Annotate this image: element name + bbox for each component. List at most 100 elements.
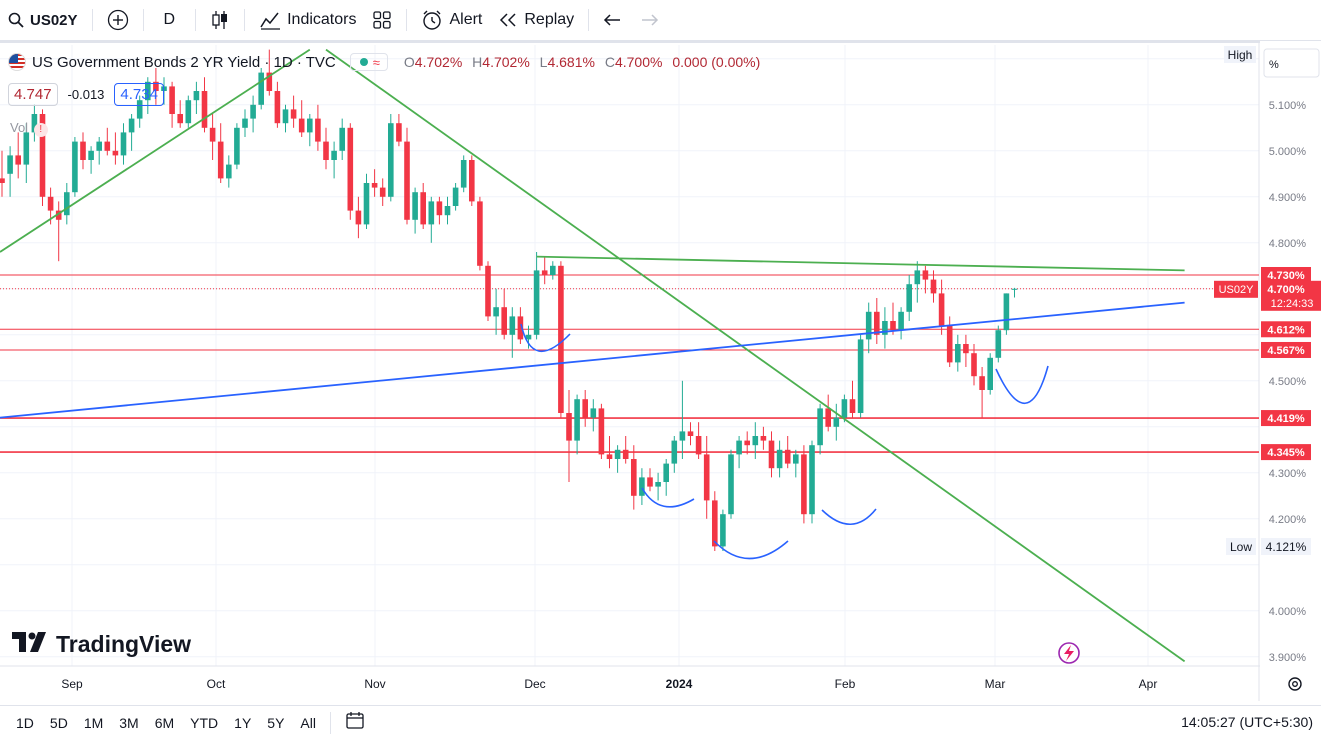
- candle-body: [412, 192, 418, 220]
- chart-legend: US Government Bonds 2 YR Yield · 1D · TV…: [8, 53, 766, 71]
- candle: [307, 114, 313, 147]
- range-button-5y[interactable]: 5Y: [267, 714, 285, 731]
- candle: [930, 270, 937, 303]
- candle-body: [315, 118, 321, 142]
- candle: [898, 307, 904, 340]
- range-button-all[interactable]: All: [300, 714, 316, 731]
- symbol-search-button[interactable]: US02Y: [0, 0, 86, 41]
- candle: [963, 334, 969, 367]
- price-chart[interactable]: 5.100% 5.000% 4.900% 4.800% 4.500% 4.300% 4.20…: [0, 41, 1321, 701]
- range-button-3m[interactable]: 3M: [119, 714, 139, 731]
- redo-button[interactable]: [631, 0, 667, 41]
- candle-body: [298, 118, 305, 133]
- candle: [23, 123, 30, 183]
- range-button-1m[interactable]: 1M: [83, 714, 104, 731]
- replay-button[interactable]: Replay: [490, 0, 582, 41]
- unit-label: %: [1269, 59, 1279, 71]
- candle-body: [15, 155, 21, 165]
- candle-body: [420, 192, 426, 225]
- clock-timezone[interactable]: 14:05:27 (UTC+5:30): [1181, 714, 1313, 730]
- candle-body: [914, 270, 921, 285]
- candle: [582, 390, 588, 427]
- candle: [922, 265, 929, 294]
- candle-body: [234, 127, 240, 165]
- candle-body: [460, 160, 467, 188]
- level-price-text: 4.345%: [1267, 447, 1305, 459]
- sell-price-button[interactable]: 4.747: [8, 83, 58, 106]
- candle-body: [776, 449, 783, 469]
- candle: [493, 288, 499, 335]
- chart-pane[interactable]: 5.100% 5.000% 4.900% 4.800% 4.500% 4.300% 4.20…: [0, 41, 1321, 701]
- candle: [517, 307, 524, 344]
- interval-button[interactable]: D: [150, 0, 190, 41]
- undo-button[interactable]: [595, 0, 631, 41]
- candle: [331, 141, 337, 179]
- replay-label: Replay: [524, 11, 575, 28]
- candle: [226, 155, 232, 188]
- candle: [598, 403, 605, 459]
- candle-body: [274, 91, 281, 124]
- indicators-button[interactable]: Indicators: [251, 0, 364, 41]
- wave-icon: ≈: [372, 54, 380, 70]
- time-axis-label: Dec: [524, 677, 545, 691]
- candle-body: [47, 196, 54, 211]
- level-price-tag: [1261, 410, 1311, 427]
- volume-label[interactable]: Vol !: [10, 120, 48, 137]
- range-button-1d[interactable]: 1D: [16, 714, 34, 731]
- candle: [566, 390, 572, 482]
- candle: [15, 132, 21, 179]
- candle: [104, 127, 111, 156]
- candle-body: [712, 500, 718, 547]
- candle: [768, 431, 775, 478]
- candle: [817, 403, 823, 455]
- calendar-icon[interactable]: [337, 710, 373, 735]
- candle-body: [493, 307, 499, 317]
- candle: [874, 298, 880, 344]
- candle: [760, 426, 767, 450]
- time-axis-label: Mar: [985, 677, 1006, 691]
- pattern-arc: [821, 508, 877, 525]
- candle-body: [930, 279, 937, 294]
- toolbar-divider: [195, 9, 197, 31]
- candle: [663, 459, 669, 496]
- candle-body: [922, 270, 929, 280]
- candle-body: [169, 86, 175, 114]
- redo-icon: [639, 12, 659, 28]
- candle: [323, 127, 329, 170]
- candle-body: [647, 477, 653, 487]
- candle-body: [177, 114, 183, 124]
- price-tick-label: 4.300%: [1269, 468, 1307, 480]
- candle: [833, 403, 840, 441]
- trendline-green: [325, 48, 1186, 663]
- chart-type-button[interactable]: [202, 0, 238, 41]
- candle-body: [371, 183, 378, 188]
- warning-icon: !: [33, 123, 48, 137]
- candle: [274, 81, 281, 128]
- candle-body: [979, 376, 985, 390]
- price-tick-label: 4.200%: [1269, 514, 1307, 526]
- undo-icon: [603, 12, 623, 28]
- candle: [96, 137, 102, 165]
- trendline-blue: [0, 301, 1185, 419]
- compare-symbol-button[interactable]: [99, 0, 137, 41]
- alert-button[interactable]: Alert: [413, 0, 490, 41]
- range-button-6m[interactable]: 6M: [154, 714, 175, 731]
- candle: [31, 104, 38, 142]
- range-button-1y[interactable]: 1Y: [234, 714, 252, 731]
- candle-body: [31, 114, 38, 133]
- range-button-5d[interactable]: 5D: [49, 714, 68, 731]
- buy-price-button[interactable]: 4.734: [114, 83, 164, 106]
- candle-body: [185, 100, 192, 124]
- price-scale-background: [1260, 41, 1321, 701]
- candle-body: [857, 339, 864, 413]
- layouts-button[interactable]: [364, 0, 400, 41]
- candle: [452, 183, 459, 211]
- symbol-title[interactable]: US Government Bonds 2 YR Yield · 1D · TV…: [32, 53, 336, 71]
- candle-body: [687, 431, 694, 436]
- range-button-ytd[interactable]: YTD: [190, 714, 219, 731]
- candle-body: [396, 123, 402, 142]
- candle: [825, 394, 831, 432]
- market-status-badge[interactable]: ≈: [349, 53, 388, 71]
- candle-body: [874, 311, 880, 335]
- candle-body: [250, 104, 256, 119]
